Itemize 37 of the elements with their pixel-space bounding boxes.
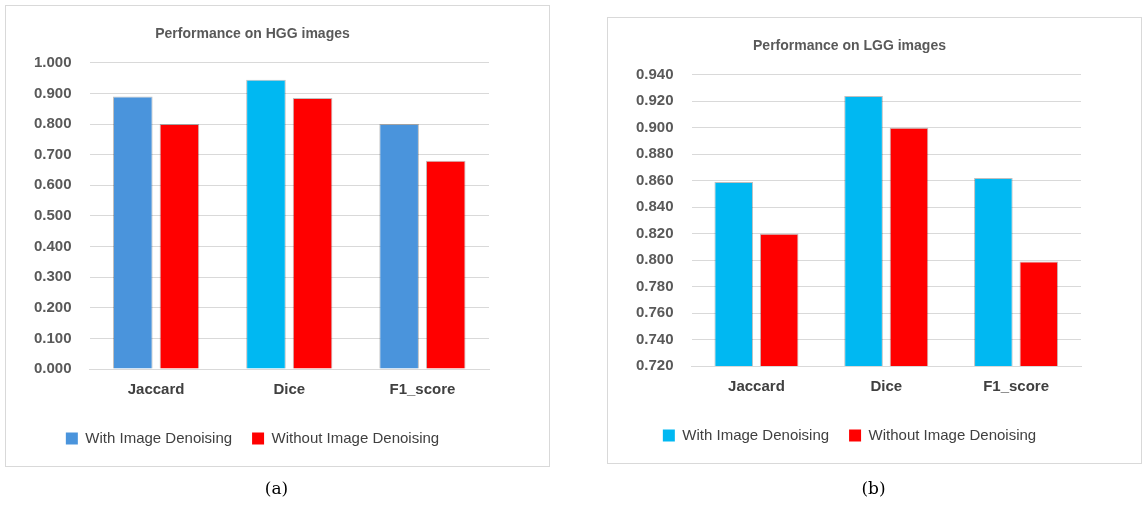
y-tick-label: 0.400	[33, 236, 72, 254]
legend-label: Without Image Denoising	[271, 428, 440, 446]
chart-title: Performance on HGG images	[155, 25, 350, 42]
y-tick-label: 0.820	[635, 223, 674, 241]
y-tick-label: 0.500	[33, 206, 72, 224]
x-tick-label: F1_score	[983, 377, 1050, 395]
y-tick-label: 0.920	[635, 91, 674, 109]
x-tick-label: Dice	[870, 377, 903, 395]
y-tick-label: 0.900	[635, 117, 674, 135]
text: (a)	[263, 478, 290, 498]
y-tick-label: 0.940	[635, 64, 674, 82]
chart-title: Performance on LGG images	[753, 37, 947, 54]
y-tick-label: 0.720	[635, 356, 674, 374]
y-tick-label: 0.880	[635, 144, 674, 162]
y-tick-label: 0.000	[33, 359, 72, 377]
y-tick-label: 0.860	[635, 170, 674, 188]
x-tick-label: F1_score	[389, 380, 456, 398]
legend-label: With Image Denoising	[682, 425, 830, 443]
y-tick-label: 0.780	[635, 276, 674, 294]
x-tick-label: Jaccard	[127, 380, 185, 398]
y-tick-label: 0.700	[33, 144, 72, 162]
y-tick-label: 0.300	[33, 267, 72, 285]
y-tick-label: 0.200	[33, 297, 72, 315]
y-tick-label: 0.600	[33, 175, 72, 193]
x-tick-label: Jaccard	[728, 377, 785, 395]
y-tick-label: 0.740	[635, 329, 674, 347]
y-tick-label: 0.900	[33, 83, 72, 101]
y-tick-label: 0.800	[635, 250, 674, 268]
text: (b)	[860, 478, 887, 498]
y-tick-label: 0.840	[635, 197, 674, 215]
legend-label: Without Image Denoising	[868, 425, 1037, 443]
legend-label: With Image Denoising	[85, 428, 233, 446]
y-tick-label: 0.760	[635, 303, 674, 321]
y-tick-label: 0.800	[33, 114, 72, 132]
x-tick-label: Dice	[273, 380, 306, 398]
y-tick-label: 1.000	[33, 52, 72, 70]
y-tick-label: 0.100	[33, 328, 72, 346]
